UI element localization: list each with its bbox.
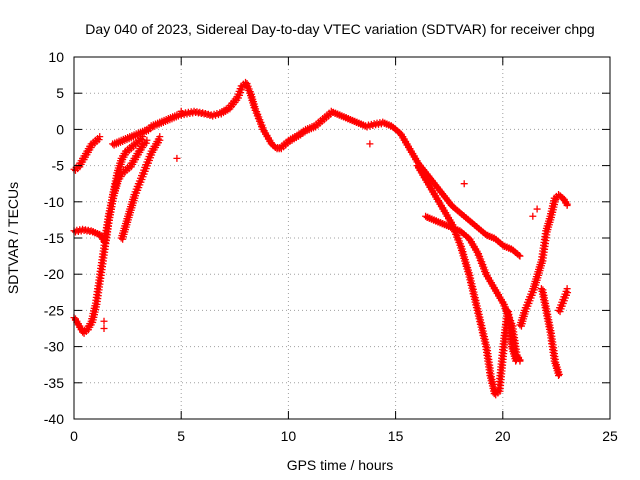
x-tick-label: 5 [177,428,185,444]
x-tick-label: 15 [388,428,404,444]
y-tick-label: -10 [44,194,64,210]
axes: 0 5 10 15 20 25 -40 -35 -30 -25 -20 -15 -10 -5 0 5 10 [44,49,618,444]
y-tick-label: -30 [44,339,64,355]
x-tick-label: 20 [495,428,511,444]
data-point [460,180,468,188]
y-tick-label: -20 [44,266,64,282]
data-point [100,317,108,325]
data-point [533,205,541,213]
y-tick-label: 0 [56,121,64,137]
y-tick-label: -15 [44,230,64,246]
y-tick-label: 10 [48,49,64,65]
data-point [100,325,108,332]
y-axis-label: SDTVAR / TECUs [5,182,21,294]
y-tick-label: 5 [56,85,64,101]
data-point [366,140,374,148]
chart-title: Day 040 of 2023, Sidereal Day-to-day VTE… [85,21,594,37]
y-tick-label: -5 [52,158,65,174]
data-points [70,78,572,399]
y-tick-label: -35 [44,375,64,391]
y-tick-label: -40 [44,411,64,427]
data-point [156,133,164,141]
data-point [516,357,524,365]
data-point [516,252,524,260]
data-point [173,154,181,162]
x-axis-label: GPS time / hours [287,457,394,473]
data-point [563,201,571,209]
data-point [143,136,151,144]
data-point [555,370,563,378]
y-tick-label: -25 [44,302,64,318]
data-point [529,212,537,220]
data-point [177,107,185,115]
data-point [555,372,563,380]
x-tick-label: 10 [281,428,297,444]
grid-lines [74,57,610,419]
x-tick-label: 0 [70,428,78,444]
data-point [96,133,104,141]
data-point [563,285,571,293]
data-point [139,133,147,141]
x-tick-label: 25 [602,428,618,444]
